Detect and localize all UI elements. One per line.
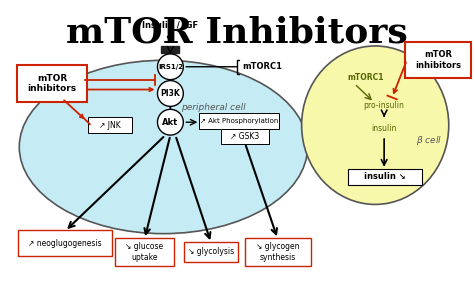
Text: mTORC1: mTORC1 <box>242 62 282 71</box>
Ellipse shape <box>301 46 449 204</box>
FancyBboxPatch shape <box>221 129 269 144</box>
Text: ↘ glycogen
synthesis: ↘ glycogen synthesis <box>256 242 300 262</box>
Text: mTOR
inhibitors: mTOR inhibitors <box>27 74 77 93</box>
FancyBboxPatch shape <box>17 65 87 102</box>
Text: ↘ glucose
uptake: ↘ glucose uptake <box>126 242 164 262</box>
FancyBboxPatch shape <box>88 117 132 133</box>
FancyBboxPatch shape <box>18 230 112 256</box>
Text: ↗ GSK3: ↗ GSK3 <box>230 132 260 141</box>
Text: ↗ JNK: ↗ JNK <box>99 121 120 130</box>
Circle shape <box>157 54 183 80</box>
Text: mTOR Inhibitors: mTOR Inhibitors <box>66 15 408 49</box>
Text: pro-insulin: pro-insulin <box>364 101 405 110</box>
Text: Insulin / IGF: Insulin / IGF <box>142 20 199 29</box>
Ellipse shape <box>19 60 308 234</box>
Text: mTOR
inhibitors: mTOR inhibitors <box>415 50 461 70</box>
FancyBboxPatch shape <box>184 242 238 262</box>
Circle shape <box>157 81 183 106</box>
Text: peripheral cell: peripheral cell <box>181 103 246 112</box>
Text: insulin ↘: insulin ↘ <box>364 172 406 181</box>
Circle shape <box>157 109 183 135</box>
FancyBboxPatch shape <box>115 238 174 266</box>
FancyBboxPatch shape <box>199 113 279 129</box>
Text: mTORC1: mTORC1 <box>347 73 384 82</box>
Text: $\beta$ cell: $\beta$ cell <box>416 134 442 146</box>
Text: IRS1/2: IRS1/2 <box>158 64 183 70</box>
Text: ↘ glycolysis: ↘ glycolysis <box>188 247 234 256</box>
Text: ↗ neoglugogenesis: ↗ neoglugogenesis <box>28 239 102 248</box>
FancyBboxPatch shape <box>245 238 310 266</box>
FancyBboxPatch shape <box>162 46 179 53</box>
Text: ↗ Akt Phosphorylation: ↗ Akt Phosphorylation <box>200 118 278 124</box>
FancyBboxPatch shape <box>348 169 422 185</box>
Text: Akt: Akt <box>162 118 179 127</box>
Text: PI3K: PI3K <box>161 89 180 98</box>
FancyBboxPatch shape <box>405 42 471 78</box>
Text: insulin: insulin <box>372 124 397 133</box>
